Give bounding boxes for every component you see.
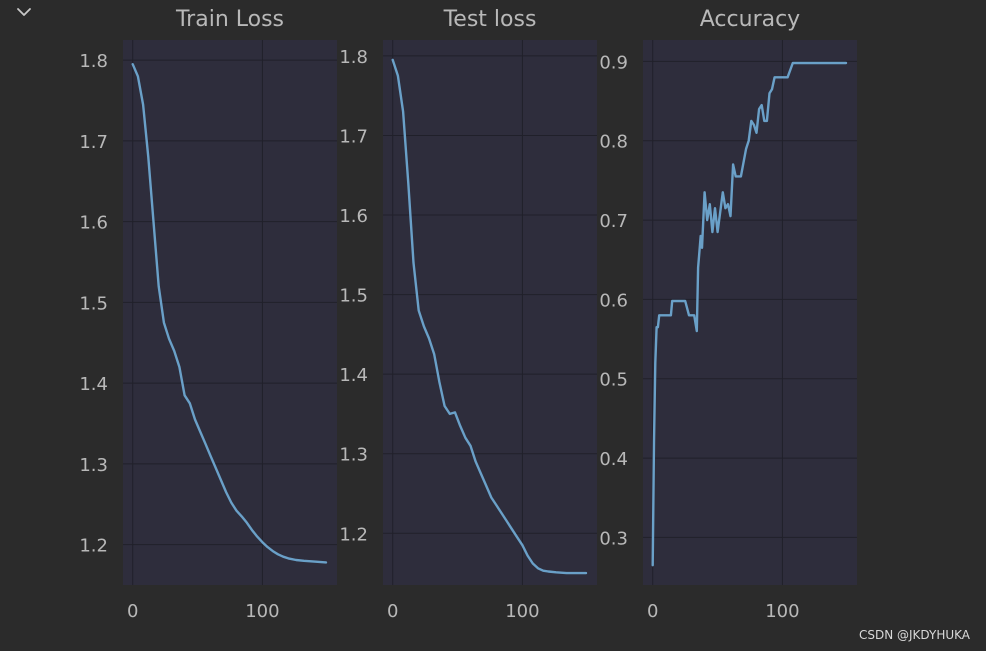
y-tick-label: 1.3	[339, 445, 368, 466]
chart-title: Test loss	[443, 7, 537, 32]
x-tick-label: 0	[647, 601, 658, 622]
series-line	[391, 58, 588, 575]
x-tick-label: 100	[505, 601, 539, 622]
y-tick-label: 1.2	[339, 524, 368, 545]
y-tick-label: 0.9	[599, 52, 628, 73]
y-tick-label: 0.4	[599, 449, 628, 470]
y-tick-label: 1.2	[79, 536, 108, 557]
y-tick-label: 1.6	[79, 213, 108, 234]
y-tick-label: 1.5	[339, 286, 368, 307]
y-tick-label: 1.6	[339, 206, 368, 227]
plot-area	[383, 40, 597, 585]
y-tick-label: 1.5	[79, 293, 108, 314]
x-tick-label: 0	[127, 601, 138, 622]
train-loss-chart: Train Loss 1.2 1.3 1.4 1.5 1.6 1.7 1.8 0 100	[79, 7, 337, 622]
x-tick-label: 0	[387, 601, 398, 622]
accuracy-chart: Accuracy 0.3 0.4 0.5 0.6 0.7 0.8 0.9 0 100	[599, 7, 857, 622]
series-line	[131, 62, 328, 564]
y-tick-label: 1.7	[79, 132, 108, 153]
y-tick-label: 0.3	[599, 528, 628, 549]
y-tick-label: 0.5	[599, 370, 628, 391]
chevron-down-icon[interactable]	[14, 4, 34, 20]
series-line	[651, 61, 848, 567]
y-tick-label: 1.4	[339, 365, 368, 386]
x-tick-label: 100	[765, 601, 799, 622]
y-tick-label: 0.8	[599, 132, 628, 153]
chart-title: Accuracy	[700, 7, 800, 32]
x-tick-label: 100	[245, 601, 279, 622]
y-tick-label: 1.7	[339, 126, 368, 147]
y-tick-label: 1.8	[79, 51, 108, 72]
y-tick-label: 0.6	[599, 290, 628, 311]
watermark: CSDN @JKDYHUKA	[858, 628, 970, 642]
plot-area	[123, 40, 337, 585]
test-loss-chart: Test loss 1.2 1.3 1.4 1.5 1.6 1.7 1.8 0 100	[339, 7, 597, 622]
y-tick-label: 1.8	[339, 47, 368, 68]
chart-title: Train Loss	[175, 7, 284, 32]
y-tick-label: 1.4	[79, 374, 108, 395]
y-tick-label: 0.7	[599, 211, 628, 232]
y-tick-label: 1.3	[79, 455, 108, 476]
